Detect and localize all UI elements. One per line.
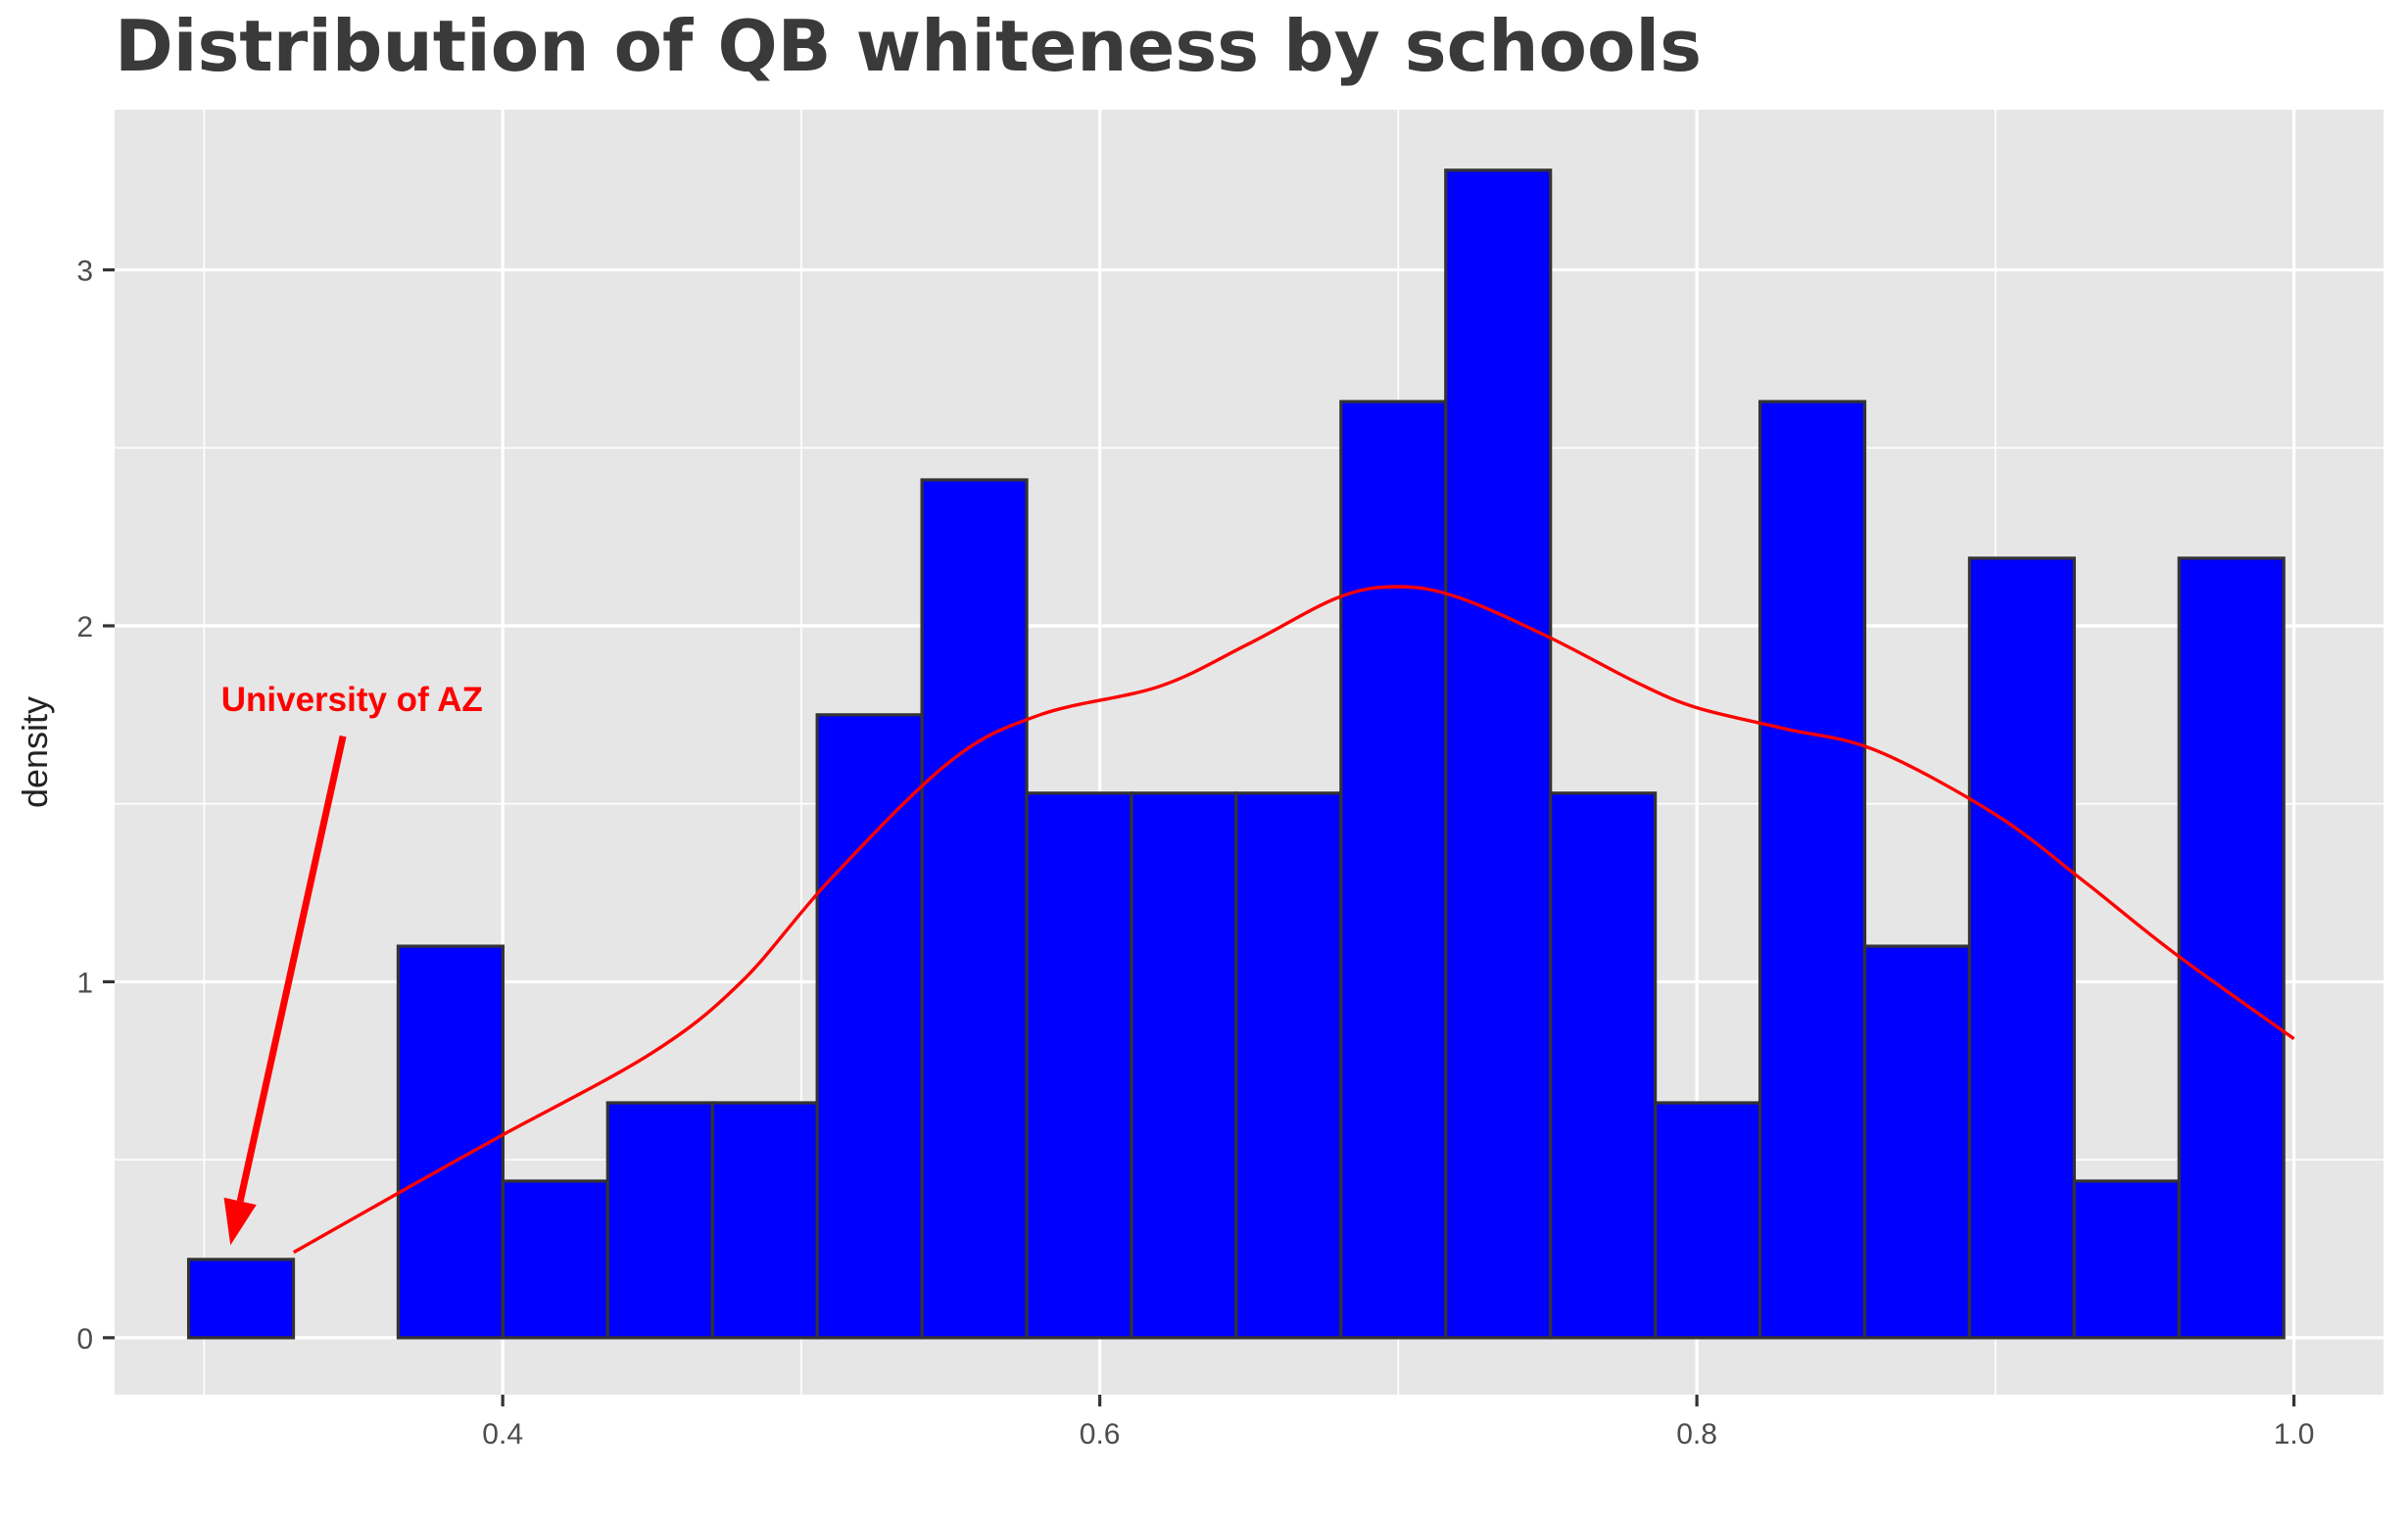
y-tick-label: 2	[76, 611, 93, 643]
density-curve	[292, 585, 2295, 1255]
y-tick-label: 0	[76, 1323, 93, 1356]
y-axis: 0 1 2 3	[76, 256, 115, 1356]
y-tick-label: 3	[76, 256, 93, 288]
y-axis-label: density	[15, 696, 55, 808]
histogram-bar	[815, 713, 924, 1340]
annotation-arrow-shaft	[236, 735, 347, 1203]
histogram-bar	[1444, 168, 1553, 1340]
x-tick-label: 0.4	[482, 1418, 523, 1451]
histogram-bars	[186, 168, 2286, 1340]
histogram-bar	[1130, 791, 1238, 1340]
x-tick-label: 1.0	[2274, 1418, 2315, 1451]
histogram-bar	[1758, 400, 1867, 1340]
x-tick-label: 0.8	[1676, 1418, 1717, 1451]
histogram-bar	[1862, 944, 1972, 1340]
histogram-bar	[501, 1179, 609, 1340]
histogram-bar	[2072, 1179, 2181, 1340]
x-axis: 0.4 0.6 0.8 1.0	[482, 1395, 2314, 1451]
annotation-layer: University of AZ	[221, 681, 483, 1246]
histogram-bar	[1234, 791, 1343, 1340]
annotation-arrow-head	[223, 1197, 257, 1246]
y-tick-label: 1	[76, 967, 93, 999]
histogram-bar	[1967, 556, 2076, 1340]
histogram-bar	[1654, 1101, 1762, 1340]
histogram-bar	[920, 478, 1029, 1340]
chart-title: Distribution of QB whiteness by schools	[115, 5, 1702, 87]
histogram-bar	[1025, 791, 1133, 1340]
histogram-bar	[605, 1101, 714, 1340]
histogram-bar	[1339, 400, 1448, 1340]
annotation-university-of-az: University of AZ	[221, 681, 483, 719]
histogram-bar	[710, 1101, 819, 1340]
x-tick-label: 0.6	[1080, 1418, 1121, 1451]
histogram-bar	[1549, 791, 1658, 1340]
histogram-bar	[186, 1258, 296, 1340]
histogram-bar	[2177, 556, 2286, 1340]
histogram-bar	[396, 944, 505, 1340]
